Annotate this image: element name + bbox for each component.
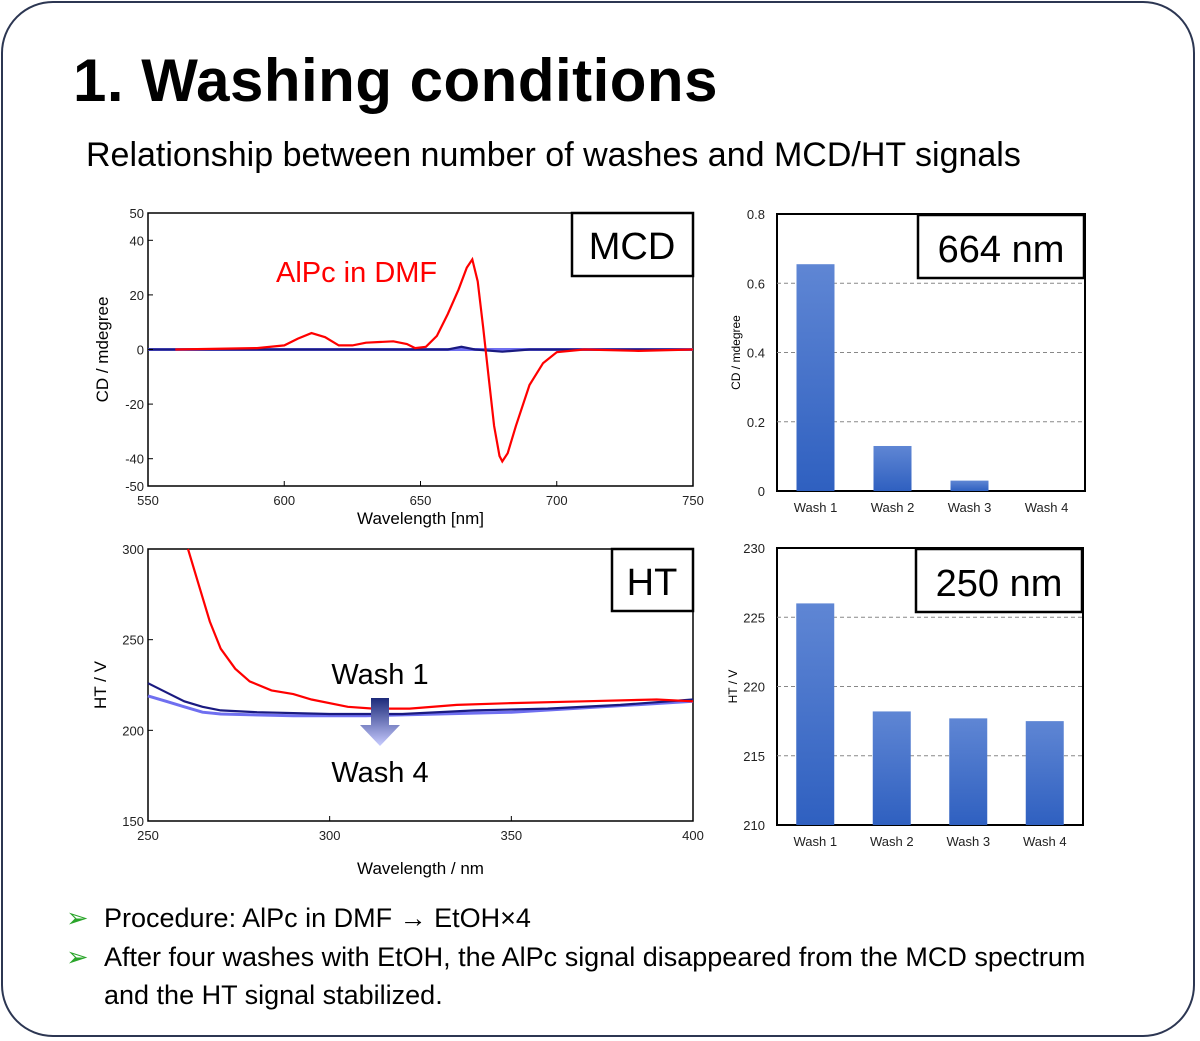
x-category-label: Wash 4	[1025, 500, 1069, 515]
ht-label: HT	[627, 562, 678, 604]
x-category-label: Wash 1	[794, 500, 838, 515]
y-tick-label: -50	[125, 479, 144, 494]
y-tick-label: 210	[743, 818, 765, 833]
x-axis-label: Wavelength / nm	[357, 859, 484, 878]
x-axis-label: Wavelength [nm]	[357, 509, 484, 528]
bullet-item: ➢ Procedure: AlPc in DMF → EtOH×4	[66, 899, 1124, 937]
series-line-2	[186, 548, 694, 710]
y-axis-label: CD / mdegree	[93, 297, 112, 403]
y-tick-label: 225	[743, 610, 765, 625]
y-axis-label: CD / mdegree	[729, 315, 743, 390]
slide-subtitle: Relationship between number of washes an…	[86, 136, 1021, 174]
mcd-label: MCD	[589, 226, 676, 268]
y-tick-label: 40	[130, 233, 144, 248]
green-arrow-bullet-icon: ➢	[66, 903, 89, 933]
y-tick-label: 230	[743, 541, 765, 556]
y-tick-label: 150	[122, 814, 144, 829]
y-tick-label: 0	[137, 343, 144, 358]
y-tick-label: 200	[122, 723, 144, 738]
x-tick-label: 350	[500, 828, 522, 843]
mcd-annotation: AlPc in DMF	[276, 257, 437, 289]
bar2-label: 250 nm	[936, 563, 1063, 605]
y-axis-label: HT / V	[91, 660, 110, 709]
y-tick-label: 0	[758, 484, 765, 499]
mcd-label-box	[570, 211, 695, 278]
x-tick-label: 750	[682, 493, 704, 508]
bullet-text: Procedure: AlPc in DMF → EtOH×4	[104, 903, 531, 933]
y-tick-label: 0.6	[747, 276, 765, 291]
bar	[950, 480, 989, 491]
x-tick-label: 550	[137, 493, 159, 508]
x-tick-label: 700	[546, 493, 568, 508]
series-line-0	[148, 345, 693, 353]
y-tick-label: -20	[125, 397, 144, 412]
bar1-label: 664 nm	[938, 229, 1065, 271]
y-tick-label: 220	[743, 680, 765, 695]
x-category-label: Wash 1	[793, 834, 837, 849]
bar1-label-box	[916, 213, 1086, 280]
down-arrow-icon	[360, 698, 400, 746]
bullet-item: ➢ After four washes with EtOH, the AlPc s…	[66, 938, 1124, 1014]
bar	[949, 718, 988, 825]
x-category-label: Wash 3	[946, 834, 990, 849]
x-tick-label: 400	[682, 828, 704, 843]
ht-annotation-wash4: Wash 4	[331, 757, 428, 789]
y-tick-label: 0.8	[747, 207, 765, 222]
y-tick-label: 300	[122, 542, 144, 557]
bullet-text: After four washes with EtOH, the AlPc si…	[104, 942, 1086, 1010]
ht-label-box	[610, 547, 695, 613]
x-category-label: Wash 2	[870, 834, 914, 849]
y-tick-label: -40	[125, 452, 144, 467]
series-line-2	[147, 682, 694, 716]
y-tick-label: 250	[122, 633, 144, 648]
bar2-label-box	[914, 547, 1084, 614]
bar	[796, 603, 835, 825]
x-tick-label: 250	[137, 828, 159, 843]
x-category-label: Wash 2	[871, 500, 915, 515]
y-tick-label: 215	[743, 749, 765, 764]
x-tick-label: 300	[319, 828, 341, 843]
series-line-0	[175, 256, 694, 464]
bar	[796, 264, 835, 491]
y-tick-label: 0.2	[747, 415, 765, 430]
y-tick-label: 20	[130, 288, 144, 303]
y-axis-label: HT / V	[726, 670, 740, 704]
y-tick-label: 0.4	[747, 346, 765, 361]
plot-area-2	[147, 548, 694, 822]
bar	[1025, 721, 1064, 825]
x-category-label: Wash 4	[1023, 834, 1067, 849]
series-line-2	[147, 694, 694, 718]
x-category-label: Wash 3	[948, 500, 992, 515]
y-tick-label: 50	[130, 206, 144, 221]
bar	[873, 445, 912, 491]
x-tick-label: 650	[410, 493, 432, 508]
green-arrow-bullet-icon: ➢	[66, 942, 89, 972]
x-tick-label: 600	[273, 493, 295, 508]
ht-annotation-wash1: Wash 1	[331, 659, 428, 691]
bar	[872, 711, 911, 825]
slide-title: 1. Washing conditions	[73, 47, 718, 114]
